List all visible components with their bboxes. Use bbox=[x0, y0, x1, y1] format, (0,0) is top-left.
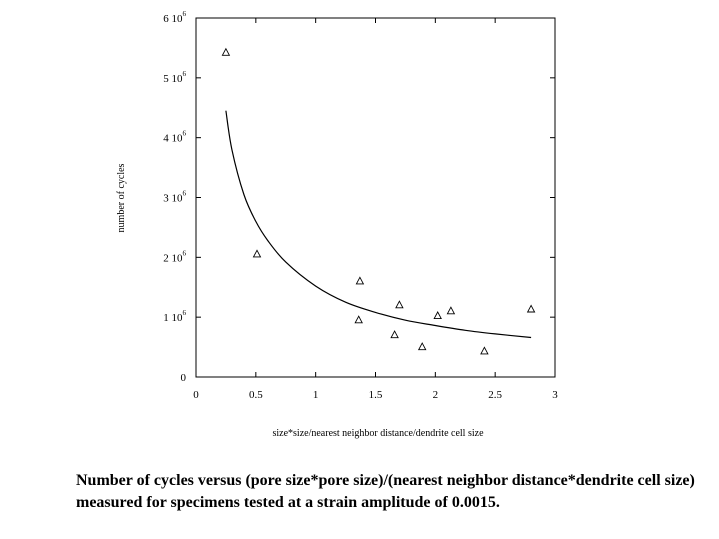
x-tick-marks bbox=[195, 18, 556, 377]
y-tick-label: 6 106 bbox=[163, 10, 186, 25]
data-point-triangle bbox=[252, 249, 262, 258]
fit-curve-line bbox=[225, 110, 532, 339]
y-tick-label: 4 106 bbox=[163, 130, 186, 145]
data-markers bbox=[221, 47, 536, 355]
y-tick-label-exponent: 6 bbox=[183, 190, 187, 198]
y-tick-label-base: 4 10 bbox=[163, 133, 183, 145]
y-tick-label: 5 106 bbox=[163, 70, 186, 85]
x-tick-labels: 0 0.5 1 1.5 2 2.5 3 bbox=[193, 389, 558, 401]
data-point-triangle bbox=[355, 276, 365, 285]
x-axis-label: size*size/nearest neighbor distance/dend… bbox=[272, 428, 484, 439]
x-tick-label: 1.5 bbox=[369, 389, 383, 401]
plot-frame bbox=[195, 17, 556, 378]
x-tick-label: 3 bbox=[552, 389, 558, 401]
x-tick-label: 0.5 bbox=[249, 389, 263, 401]
y-tick-label-exponent: 6 bbox=[183, 70, 187, 78]
y-tick-label: 3 106 bbox=[163, 190, 186, 205]
y-tick-marks bbox=[196, 17, 555, 378]
x-tick-label: 2 bbox=[433, 389, 439, 401]
x-tick-label: 1 bbox=[313, 389, 319, 401]
y-tick-label-exponent: 6 bbox=[183, 309, 187, 317]
y-tick-label-base: 6 10 bbox=[163, 13, 183, 25]
data-point-triangle bbox=[354, 315, 363, 324]
y-tick-label: 0 bbox=[181, 372, 187, 384]
x-tick-label: 0 bbox=[193, 389, 199, 401]
y-tick-label-exponent: 6 bbox=[183, 10, 187, 18]
y-axis-label: number of cycles bbox=[116, 163, 127, 232]
y-tick-label-base: 3 10 bbox=[163, 193, 183, 205]
data-point-triangle bbox=[433, 311, 442, 320]
y-tick-label: 2 106 bbox=[163, 249, 186, 264]
figure-caption: Number of cycles versus (pore size*pore … bbox=[76, 472, 695, 511]
y-tick-label-base: 1 10 bbox=[163, 312, 183, 324]
y-tick-label-exponent: 6 bbox=[183, 249, 187, 257]
data-point-triangle bbox=[446, 306, 456, 315]
y-tick-label-exponent: 6 bbox=[183, 130, 187, 138]
y-tick-label-base: 5 10 bbox=[163, 73, 183, 85]
data-point-triangle bbox=[417, 342, 427, 351]
data-point-triangle bbox=[480, 346, 489, 355]
x-tick-label: 2.5 bbox=[488, 389, 502, 401]
y-tick-label-base: 0 bbox=[181, 372, 187, 384]
data-point-triangle bbox=[526, 304, 536, 313]
y-tick-label: 1 106 bbox=[163, 309, 186, 324]
y-tick-label-base: 2 10 bbox=[163, 252, 183, 264]
data-point-triangle bbox=[390, 330, 399, 339]
data-point-triangle bbox=[395, 300, 404, 309]
data-point-triangle bbox=[221, 47, 231, 56]
